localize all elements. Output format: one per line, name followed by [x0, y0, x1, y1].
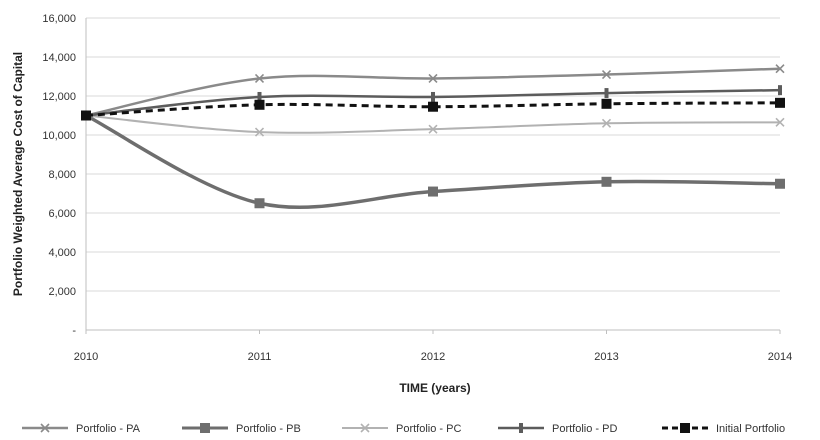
- y-tick-label: 4,000: [48, 247, 76, 259]
- y-tick-label: 6,000: [48, 208, 76, 220]
- legend-portfolio-pa-label: Portfolio - PA: [76, 423, 141, 435]
- series-portfolio-pb-point: [428, 186, 438, 197]
- series-portfolio-pb-point: [601, 176, 612, 187]
- y-tick-label: 16,000: [42, 13, 76, 25]
- series-initial-portfolio-point: [81, 110, 91, 121]
- series-portfolio-pd-point: [604, 88, 609, 99]
- x-tick-label: 2013: [594, 351, 618, 363]
- legend-portfolio-pd: Portfolio - PD: [498, 423, 617, 435]
- series-portfolio-pa-point: [428, 73, 438, 84]
- legend: Portfolio - PA Portfolio - PB Portfolio - …: [22, 423, 785, 435]
- legend-initial-portfolio-point: [680, 423, 690, 433]
- legend-portfolio-pb-label: Portfolio - PB: [236, 423, 301, 435]
- legend-portfolio-pc-point: [360, 423, 370, 433]
- series-initial-portfolio: [81, 97, 785, 121]
- y-tick-label: 8,000: [48, 169, 76, 181]
- series-portfolio-pb-point: [775, 178, 785, 189]
- legend-portfolio-pb: Portfolio - PB: [182, 423, 301, 435]
- legend-portfolio-pc: Portfolio - PC: [342, 423, 461, 435]
- series-initial-portfolio-point: [775, 97, 785, 108]
- series-portfolio-pd-point: [257, 91, 262, 102]
- y-tick-label: 10,000: [42, 130, 76, 142]
- x-axis-title: TIME (years): [399, 381, 470, 395]
- y-tick-label: 12,000: [42, 91, 76, 103]
- x-tick-label: 2011: [248, 351, 272, 363]
- y-axis-ticks: - 2,000 4,000 6,000 8,000 10,000 12,000 14,000 1…: [42, 13, 76, 337]
- x-tick-label: 2012: [421, 351, 445, 363]
- y-axis-title: Portfolio Weighted Average Cost of Capit…: [11, 52, 25, 296]
- series-portfolio-pa-point: [254, 73, 265, 84]
- series-portfolio-pa-point: [775, 64, 785, 74]
- series-initial-portfolio-point: [601, 98, 612, 109]
- series-portfolio-pd-point: [431, 91, 435, 102]
- series-portfolio-pc-point: [254, 127, 265, 137]
- legend-portfolio-pb-point: [200, 423, 210, 433]
- series-portfolio-pd-point: [778, 85, 782, 96]
- series-initial-portfolio-line: [85, 101, 781, 117]
- x-axis-ticks: 2010 2011 2012 2013 2014: [74, 330, 792, 363]
- legend-portfolio-pd-point: [519, 423, 523, 433]
- series-portfolio-pb-point: [254, 198, 265, 209]
- series-initial-portfolio-point: [428, 101, 438, 112]
- series-portfolio-pb: [81, 110, 785, 210]
- gridlines: [86, 17, 780, 292]
- y-tick-label: 14,000: [42, 52, 76, 64]
- legend-portfolio-pa: Portfolio - PA: [22, 423, 141, 435]
- x-tick-label: 2014: [768, 351, 792, 363]
- legend-initial-portfolio: Initial Portfolio: [662, 423, 785, 435]
- series-portfolio-pa-point: [601, 69, 612, 80]
- x-tick-label: 2010: [74, 351, 98, 363]
- series-portfolio-pc: [81, 110, 785, 137]
- series-portfolio-pc-point: [601, 118, 612, 128]
- y-tick-label: -: [72, 325, 76, 337]
- y-tick-label: 2,000: [48, 286, 76, 298]
- series-initial-portfolio-point: [254, 99, 265, 110]
- series-layer: [81, 64, 785, 210]
- legend-initial-portfolio-label: Initial Portfolio: [716, 423, 785, 435]
- legend-portfolio-pa-point: [40, 423, 50, 433]
- series-portfolio-pc-point: [428, 124, 438, 134]
- series-portfolio-pc-point: [775, 117, 785, 127]
- legend-portfolio-pc-label: Portfolio - PC: [396, 423, 461, 435]
- legend-portfolio-pd-label: Portfolio - PD: [552, 423, 617, 435]
